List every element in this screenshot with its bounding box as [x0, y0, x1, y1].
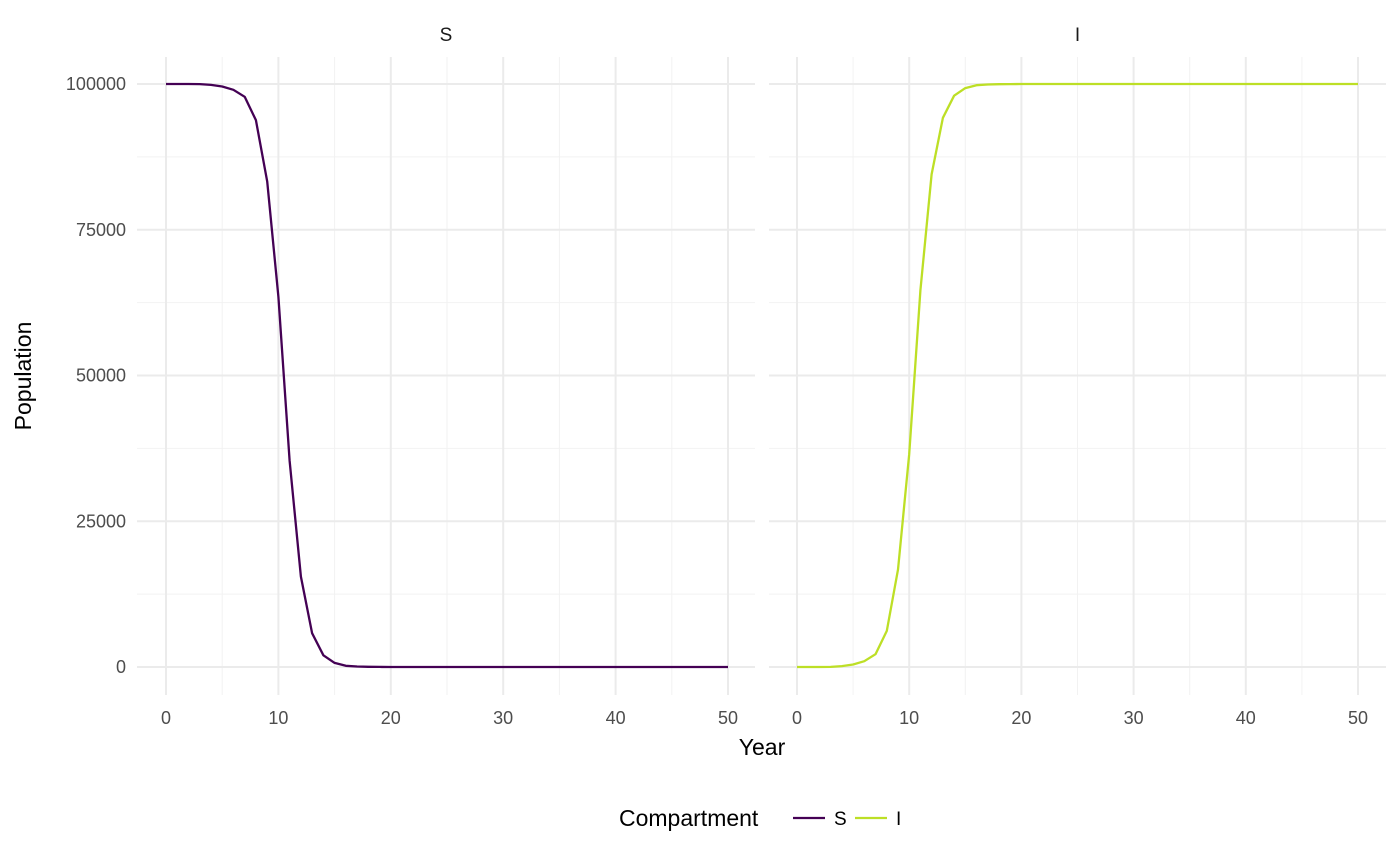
x-tick-label: 10: [268, 708, 288, 728]
x-tick-label: 50: [1348, 708, 1368, 728]
x-tick-label: 40: [1236, 708, 1256, 728]
legend: Compartment S I: [619, 805, 901, 831]
x-tick-label: 20: [381, 708, 401, 728]
x-tick-label: 10: [899, 708, 919, 728]
y-axis-title: Population: [10, 322, 36, 431]
legend-label-s: S: [834, 809, 847, 830]
x-tick-label: 20: [1011, 708, 1031, 728]
series-line-i: [797, 82, 1358, 669]
facet-panel-s: S 0 10 20 30 40 50 0 25000 50000 75000 100000: [66, 25, 755, 728]
x-tick-label: 30: [493, 708, 513, 728]
x-tick-label: 30: [1124, 708, 1144, 728]
series-line-s: [166, 82, 728, 669]
y-tick-label: 50000: [76, 366, 126, 386]
y-tick-label: 25000: [76, 511, 126, 531]
y-tick-label: 75000: [76, 220, 126, 240]
facet-panel-i: I 0 10 20 30 40 50: [769, 25, 1386, 728]
facet-strip-label: S: [440, 25, 453, 46]
x-tick-label: 0: [792, 708, 802, 728]
y-tick-label: 0: [116, 657, 126, 677]
facet-strip-label: I: [1075, 25, 1080, 46]
legend-label-i: I: [896, 809, 901, 830]
x-tick-label: 50: [718, 708, 738, 728]
legend-title: Compartment: [619, 805, 759, 831]
x-tick-label: 0: [161, 708, 171, 728]
x-axis-title: Year: [739, 734, 786, 760]
y-tick-label: 100000: [66, 74, 126, 94]
x-tick-label: 40: [606, 708, 626, 728]
